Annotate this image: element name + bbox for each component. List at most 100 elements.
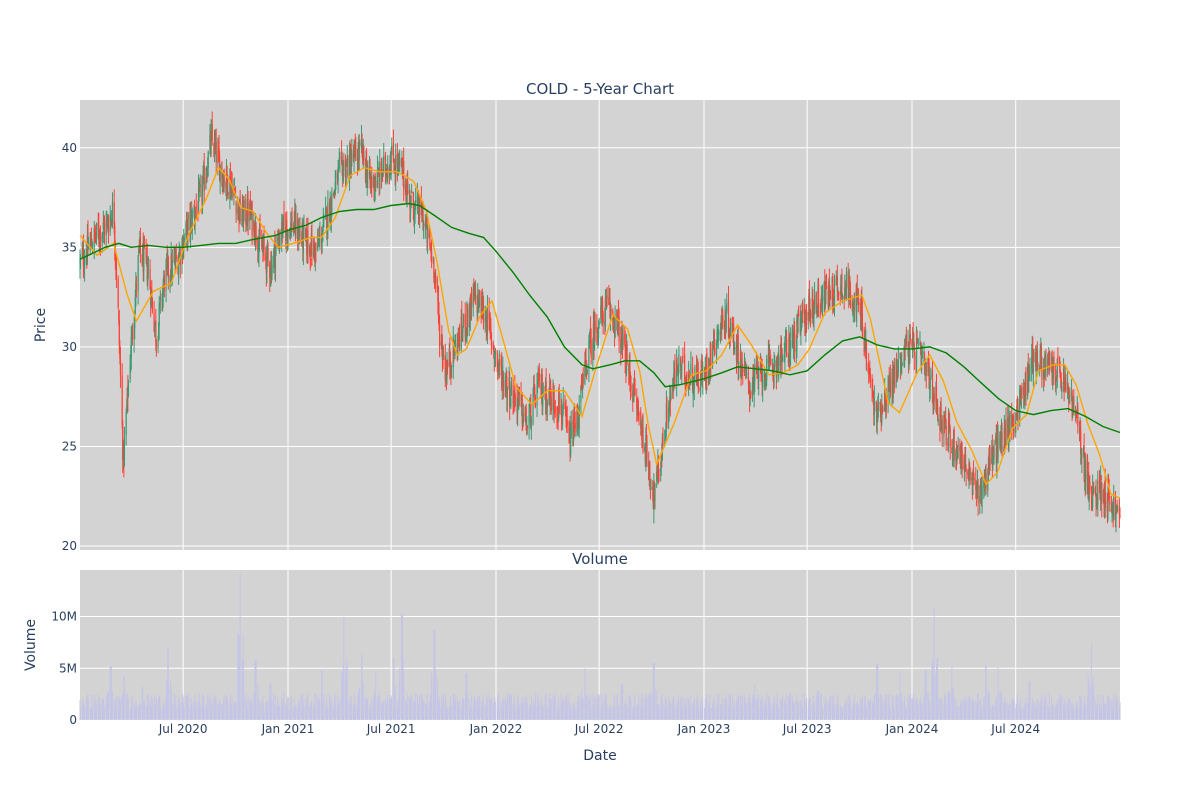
volume-bar [269, 683, 271, 720]
volume-bar [824, 700, 826, 720]
volume-bar [652, 693, 654, 720]
volume-bar [717, 706, 719, 720]
candlestick [441, 334, 444, 372]
volume-bar [688, 698, 690, 720]
candlestick [1047, 353, 1049, 377]
volume-bar [773, 707, 775, 720]
volume-bar [928, 695, 930, 720]
candlestick [872, 378, 874, 398]
volume-bar [173, 693, 175, 720]
volume-bar [219, 699, 221, 720]
volume-bar [289, 704, 291, 720]
candlestick [1057, 347, 1059, 367]
volume-bar [552, 694, 554, 720]
candlestick [309, 242, 311, 271]
volume-bar [373, 693, 375, 720]
volume-bar [1005, 701, 1007, 720]
volume-bar [318, 700, 320, 720]
volume-bar [88, 699, 90, 720]
volume-bar [908, 695, 910, 720]
candlestick [210, 119, 212, 158]
volume-bar [1065, 702, 1067, 720]
candlestick [370, 171, 372, 194]
volume-bar [362, 681, 364, 720]
candlestick [99, 225, 102, 256]
volume-bar [1092, 682, 1094, 720]
volume-bar [86, 695, 88, 720]
candlestick [650, 478, 652, 491]
volume-bar [804, 704, 806, 720]
candlestick [436, 275, 438, 293]
volume-bar [913, 701, 915, 720]
volume-bar [125, 694, 127, 720]
volume-bar [321, 670, 323, 720]
volume-bar [266, 701, 268, 720]
volume-bar [997, 667, 999, 720]
volume-bar [1023, 708, 1025, 720]
volume-bar [947, 691, 949, 720]
volume-bar [852, 700, 854, 720]
volume-bar [372, 695, 374, 720]
volume-bar [951, 687, 953, 720]
volume-bar [749, 693, 751, 720]
volume-bar [542, 705, 544, 720]
volume-bar [317, 698, 319, 720]
candlestick [943, 410, 945, 448]
volume-bar [357, 694, 359, 720]
volume-bar [753, 696, 755, 720]
candlestick [829, 285, 831, 308]
volume-bar [839, 704, 841, 720]
volume-bar [541, 704, 543, 720]
volume-bar [508, 693, 510, 720]
volume-bar [263, 709, 265, 720]
volume-bar [845, 703, 847, 720]
volume-bar [250, 699, 252, 720]
volume-bar [181, 702, 183, 720]
volume-bar [612, 707, 614, 720]
volume-bar [832, 693, 834, 720]
volume-bar [640, 697, 642, 720]
candlestick [666, 396, 668, 429]
volume-bar [233, 703, 235, 720]
candlestick [1015, 412, 1017, 420]
volume-bar [907, 696, 909, 720]
volume-bar [295, 705, 297, 720]
volume-bar [100, 703, 102, 720]
candlestick [106, 210, 108, 226]
volume-bar [729, 700, 731, 720]
candlestick [273, 247, 275, 274]
volume-bar [681, 709, 683, 720]
volume-bar [498, 695, 500, 720]
volume-bar [983, 697, 985, 720]
volume-bar [147, 693, 149, 720]
volume-bar [991, 704, 993, 720]
volume-bar [1039, 701, 1041, 720]
candlestick [804, 304, 806, 336]
volume-bar [435, 669, 437, 720]
volume-bar [584, 668, 586, 720]
volume-bar [337, 708, 339, 720]
candlestick [444, 343, 446, 388]
volume-bar [735, 702, 737, 720]
volume-bar [191, 705, 193, 720]
candlestick [109, 205, 111, 236]
volume-bar [135, 702, 137, 720]
volume-bar [684, 707, 686, 720]
candlestick [586, 364, 588, 376]
volume-bar [358, 687, 360, 720]
volume-bar [725, 694, 727, 720]
volume-bar [664, 696, 666, 720]
candlestick [79, 254, 82, 270]
candlestick [464, 302, 466, 346]
volume-bar [1060, 695, 1062, 720]
candlestick [967, 469, 969, 479]
volume-bar [975, 701, 977, 720]
candlestick [89, 232, 91, 256]
volume-bar [247, 696, 249, 720]
volume-bar [737, 706, 739, 720]
volume-bar [313, 709, 315, 720]
volume-bar [199, 699, 201, 720]
candlestick [762, 367, 764, 402]
candlestick [115, 258, 118, 288]
volume-bar [806, 697, 808, 720]
